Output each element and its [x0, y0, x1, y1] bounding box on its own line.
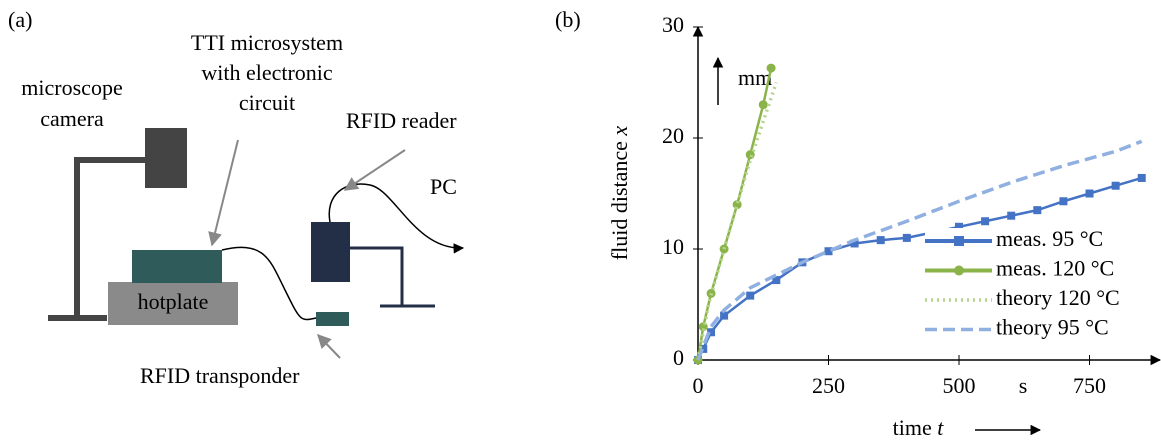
panel-label: (a)	[8, 7, 32, 32]
camera-label: camera	[40, 106, 104, 131]
x-unit: s	[1019, 373, 1028, 398]
point	[955, 222, 964, 231]
pointer	[208, 139, 239, 247]
tti-label: TTI microsystem	[191, 30, 343, 55]
point	[902, 233, 911, 242]
legend-label: meas. 120 °C	[996, 256, 1114, 281]
camera-label: microscope	[21, 75, 122, 100]
series-line	[696, 176, 1143, 361]
series-line	[696, 67, 773, 361]
legend-label: theory 95 °C	[996, 315, 1109, 340]
pointer	[317, 333, 341, 359]
y-tick-label: 0	[673, 345, 684, 370]
pointer	[343, 149, 406, 191]
reader	[311, 222, 350, 282]
microscope-stand	[48, 157, 147, 321]
y-tick-label: 10	[662, 234, 684, 259]
y-tick-label: 20	[662, 123, 684, 148]
tti-chip	[132, 250, 222, 283]
y-axis-title: fluid distance x	[607, 126, 632, 261]
transponder	[316, 312, 349, 326]
series-line	[696, 81, 778, 361]
legend-marker	[954, 265, 964, 276]
legend-marker	[954, 236, 964, 246]
point	[981, 217, 990, 226]
tti-label: circuit	[239, 90, 295, 115]
y-axis-var: x	[607, 126, 632, 137]
reader-stand	[350, 246, 435, 308]
point	[699, 344, 708, 353]
point	[1137, 173, 1146, 182]
panel-label: (b)	[555, 7, 581, 32]
series-line	[696, 139, 1143, 361]
legend-bg	[925, 287, 1155, 313]
x-tick-label: 750	[1073, 373, 1106, 398]
point	[772, 276, 781, 285]
point	[850, 239, 859, 248]
diagram: (a) TTI microsystem with electronic circ…	[8, 7, 465, 388]
point	[758, 100, 768, 110]
camera	[145, 128, 187, 188]
hotplate-label: hotplate	[138, 289, 209, 314]
point	[1033, 206, 1042, 215]
pc-cable	[328, 183, 465, 254]
x-tick-label: 0	[693, 373, 704, 398]
transponder-label: RFID transponder	[140, 363, 300, 388]
pc-label: PC	[430, 174, 457, 199]
x-tick-label: 250	[812, 373, 845, 398]
point	[720, 311, 729, 320]
x-axis-title: time t	[893, 415, 945, 440]
x-axis-title-text: time	[893, 415, 938, 440]
y-tick-label: 30	[662, 12, 684, 37]
reader-label: RFID reader	[346, 108, 457, 133]
legend-label: meas. 95 °C	[996, 226, 1103, 251]
point	[707, 328, 716, 337]
x-tick-label: 500	[943, 373, 976, 398]
point	[1085, 189, 1094, 198]
wire	[221, 246, 317, 321]
tti-label: with electronic	[201, 60, 333, 85]
point	[1007, 211, 1016, 220]
x-axis-var: t	[937, 415, 944, 440]
point	[766, 63, 776, 73]
point	[746, 291, 755, 300]
point	[745, 150, 755, 160]
legend-label: theory 120 °C	[996, 285, 1120, 310]
y-axis-title-text: fluid distance	[607, 136, 632, 261]
point	[1059, 197, 1068, 206]
point	[824, 247, 833, 256]
hotplate	[108, 282, 238, 325]
point	[876, 236, 885, 245]
point	[1111, 181, 1120, 190]
